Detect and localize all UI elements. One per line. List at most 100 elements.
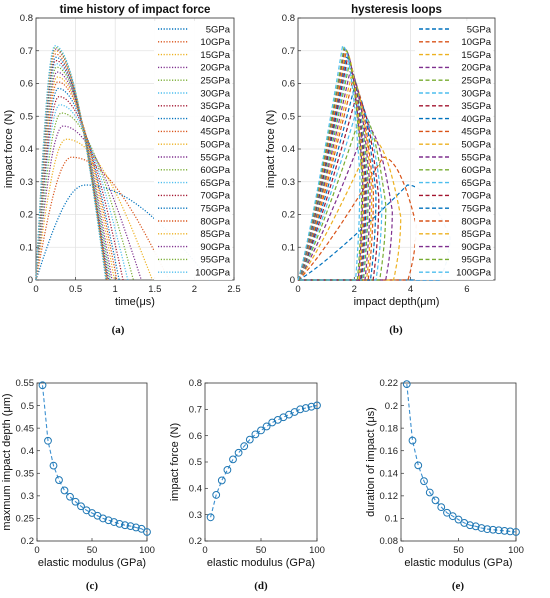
legend-entry: 5GPa (467, 24, 492, 35)
x-tick-label: 2.5 (227, 284, 240, 295)
legend-entry: 65GPa (200, 178, 230, 189)
data-point (38, 381, 47, 390)
y-tick-label: 0 (290, 275, 295, 286)
y-tick-label: 0.2 (189, 536, 202, 547)
data-point (402, 380, 411, 389)
data-point (506, 527, 515, 536)
series-line (35, 45, 107, 281)
y-tick-label: 0.1 (385, 514, 398, 525)
y-axis-label: duration of impact (μs) (365, 407, 377, 517)
data-point (262, 422, 271, 431)
data-point (115, 519, 124, 528)
data-point (500, 526, 509, 535)
y-tick-label: 0.5 (189, 457, 202, 468)
legend-entry: 20GPa (200, 63, 230, 74)
chart-title: hysteresis loops (351, 4, 442, 16)
series-line (35, 56, 109, 281)
y-tick-label: 0.35 (16, 468, 35, 479)
x-axis-label: elastic modulus (GPa) (38, 557, 146, 569)
x-axis-label: impact depth(μm) (354, 296, 440, 308)
axes-box (400, 382, 517, 542)
legend-entry: 60GPa (461, 165, 491, 176)
y-tick-label: 0.45 (16, 423, 35, 434)
y-tick-label: 0.6 (189, 431, 202, 442)
y-tick-label: 0.2 (385, 401, 398, 412)
series-line (35, 95, 124, 281)
y-tick-label: 0.14 (380, 468, 399, 479)
y-tick-label: 0.1 (20, 242, 33, 253)
y-tick-label: 0.3 (21, 491, 34, 502)
y-tick-label: 0.8 (189, 378, 202, 389)
x-tick-label: 0 (33, 284, 38, 295)
legend-entry: 10GPa (200, 37, 230, 48)
trend-line (406, 384, 517, 533)
panel-label: (e) (452, 580, 465, 592)
x-tick-label: 0 (202, 545, 207, 556)
y-tick-label: 0 (28, 275, 33, 286)
y-tick-label: 0.22 (380, 378, 399, 389)
legend-entry: 25GPa (461, 76, 491, 87)
x-tick-label: 2 (192, 284, 197, 295)
series-loop (297, 53, 365, 281)
data-point (104, 516, 113, 525)
y-tick-label: 0.18 (380, 423, 399, 434)
data-point (301, 404, 310, 412)
series-line (35, 138, 153, 281)
data-point (494, 526, 503, 535)
x-tick-label: 50 (256, 545, 267, 556)
x-tick-label: 50 (453, 545, 464, 556)
data-point (313, 401, 321, 410)
y-tick-label: 0.55 (16, 378, 35, 389)
data-point (77, 502, 85, 511)
plot-area (205, 383, 317, 541)
panel-label: (c) (86, 580, 99, 592)
data-point (132, 523, 140, 532)
series-loop (297, 56, 366, 281)
legend-entry: 30GPa (461, 88, 491, 99)
legend-entry: 90GPa (200, 242, 230, 253)
legend-entry: 40GPa (461, 114, 491, 125)
legend-entry: 40GPa (200, 114, 230, 125)
y-tick-label: 0.3 (189, 510, 202, 521)
x-tick-label: 2 (352, 284, 357, 295)
legend-entry: 20GPa (461, 63, 491, 74)
y-tick-label: 0.5 (21, 401, 34, 412)
y-tick-label: 0.8 (20, 13, 33, 24)
y-tick-label: 0.6 (20, 79, 33, 90)
data-point (206, 513, 215, 522)
y-tick-label: 0.4 (189, 484, 202, 495)
legend-entry: 75GPa (200, 204, 230, 215)
chart-b: 0 2 4 6 0 0.1 0.2 0.3 0.4 0.5 0.6 0.7 0.8 hysteresis … (265, 4, 496, 336)
axes-box (35, 17, 235, 281)
data-point (443, 508, 451, 517)
legend-entry: 95GPa (461, 255, 491, 266)
x-axis-label: time(μs) (115, 296, 155, 308)
y-tick-label: 0.3 (20, 177, 33, 188)
legend-entry: 85GPa (461, 229, 491, 240)
legend-entry: 65GPa (461, 178, 491, 189)
x-tick-label: 1.5 (148, 284, 161, 295)
series-loop (297, 71, 371, 281)
y-tick-label: 0.6 (282, 79, 295, 90)
x-tick-label: 4 (408, 284, 413, 295)
data-point (408, 436, 417, 445)
y-tick-label: 0.1 (282, 242, 295, 253)
legend-box (415, 21, 493, 280)
series-loop (297, 44, 361, 281)
data-point (66, 492, 74, 501)
legend-entry: 90GPa (461, 242, 491, 253)
y-tick-label: 0.25 (16, 514, 35, 525)
data-point (489, 525, 497, 534)
data-point (471, 522, 480, 531)
x-tick-label: 0 (295, 284, 300, 295)
x-tick-label: 100 (139, 545, 155, 556)
series-line (35, 104, 129, 281)
series-line (35, 87, 120, 281)
y-tick-label: 0.4 (282, 144, 295, 155)
x-tick-label: 100 (309, 545, 325, 556)
y-tick-label: 0.3 (282, 177, 295, 188)
legend-entry: 95GPa (200, 255, 230, 266)
data-point (229, 455, 237, 464)
data-point (454, 515, 463, 524)
y-tick-label: 0.7 (20, 46, 33, 57)
